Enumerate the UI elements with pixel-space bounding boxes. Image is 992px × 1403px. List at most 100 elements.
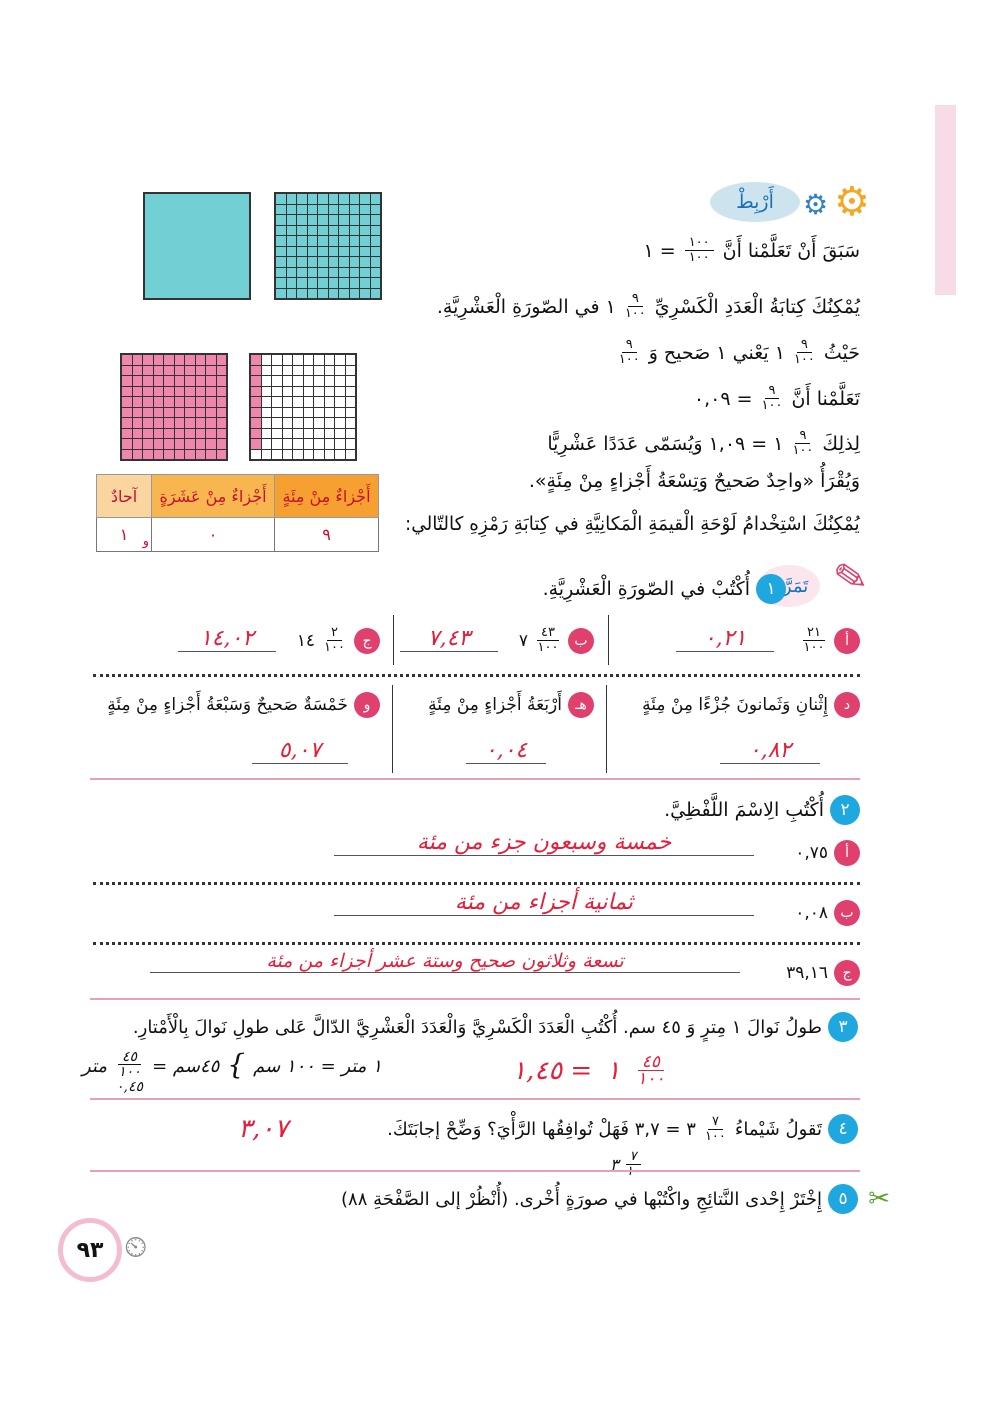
grid-cell bbox=[185, 397, 195, 407]
grid-cell bbox=[370, 246, 380, 256]
grid-cell bbox=[303, 449, 313, 459]
item-letter: هـ bbox=[568, 692, 594, 718]
grid-cell bbox=[349, 225, 359, 235]
grid-cell bbox=[339, 204, 349, 214]
text-segment: ١ يَعْني ١ صَحيح وَ bbox=[648, 341, 785, 364]
ex3-working: متر ٤٥ ١٠٠ ٠,٤٥ ٤٥سم = { ١ متر = ١٠٠ سم bbox=[82, 1050, 382, 1096]
grid-cell bbox=[153, 449, 163, 459]
grid-cell bbox=[324, 397, 334, 407]
text-segment: سَبَقَ أَنْ تَعَلَّمْنا أَنَّ bbox=[722, 239, 860, 262]
answer-field[interactable]: خمسة وسبعون جزء من مئة bbox=[334, 830, 754, 856]
grid-cell bbox=[153, 376, 163, 386]
grid-cell bbox=[339, 215, 349, 225]
denominator: ١٠٠ bbox=[803, 640, 825, 655]
grid-cell bbox=[335, 355, 345, 365]
answer-field[interactable]: ثمانية أجزاء من مئة bbox=[334, 890, 754, 916]
grid-cell bbox=[132, 449, 142, 459]
exercise-prompt: تَقولُ شَيْماءُ bbox=[734, 1118, 822, 1140]
work-unit: متر bbox=[82, 1056, 108, 1077]
grid-cell bbox=[324, 355, 334, 365]
exercise-item: د إِثْنانِ وَثَمانونَ جُزْءًا مِنْ مِئَةٍ bbox=[642, 692, 860, 718]
answer-field[interactable]: ٧,٤٣ bbox=[400, 626, 498, 652]
grid-cell bbox=[216, 397, 226, 407]
grid-cell bbox=[164, 386, 174, 396]
grid-cell bbox=[272, 428, 282, 438]
grid-cell bbox=[349, 194, 359, 204]
grid-cell bbox=[345, 386, 355, 396]
denominator: ١٠٠ bbox=[537, 640, 559, 655]
grid-cell bbox=[370, 194, 380, 204]
grid-cell bbox=[216, 386, 226, 396]
grid-cell bbox=[153, 428, 163, 438]
grid-cell bbox=[122, 439, 132, 449]
answer-field[interactable]: ٠,٠٤ bbox=[466, 738, 546, 764]
grid-cell bbox=[345, 397, 355, 407]
exercise-item: ب ٠,٠٨ bbox=[795, 900, 860, 926]
fraction: ٩ ١٠٠ bbox=[794, 338, 815, 367]
grid-cell bbox=[293, 439, 303, 449]
fraction: ٩ ١٠٠ bbox=[762, 384, 783, 413]
answer-field[interactable]: ٠,٢١ bbox=[676, 626, 774, 652]
exercise-item: و خَمْسَةٌ صَحيحٌ وَسَبْعَةُ أَجْزاءٍ مِن… bbox=[107, 692, 380, 718]
grid-cell bbox=[251, 407, 261, 417]
grid-cell bbox=[164, 428, 174, 438]
item-letter: د bbox=[834, 692, 860, 718]
grid-cell bbox=[339, 278, 349, 288]
grid-cell bbox=[195, 355, 205, 365]
grid-cell bbox=[360, 225, 370, 235]
grid-cell bbox=[195, 418, 205, 428]
grid-cell bbox=[195, 449, 205, 459]
grid-cell bbox=[293, 407, 303, 417]
text-segment: ١ = ١,٠٩ وَيُسَمّى عَدَدًا عَشْرِيًّا bbox=[547, 432, 784, 455]
grid-cell bbox=[132, 407, 142, 417]
item-value: ٣٩,١٦ bbox=[786, 963, 828, 983]
exercise-number: ٥ bbox=[828, 1184, 858, 1214]
item-text: إِثْنانِ وَثَمانونَ جُزْءًا مِنْ مِئَةٍ bbox=[642, 695, 828, 715]
grid-cell bbox=[303, 365, 313, 375]
numerator: ٢ bbox=[327, 626, 343, 641]
page-number: ٩٣ bbox=[58, 1218, 122, 1282]
fraction: ٤٣ ١٠٠ bbox=[537, 626, 559, 655]
grid-cell bbox=[174, 365, 184, 375]
grid-cell bbox=[360, 194, 370, 204]
work-line: ١ متر = ١٠٠ سم bbox=[253, 1056, 382, 1077]
grid-cell bbox=[276, 194, 286, 204]
item-value: ٠,٧٥ bbox=[795, 843, 828, 863]
grid-cell bbox=[286, 267, 296, 277]
grid-cell bbox=[174, 355, 184, 365]
text-segment: وَيُقْرَأُ «واحِدٌ صَحيحٌ وَتِسْعَةُ أَج… bbox=[528, 470, 860, 492]
grid-cell bbox=[303, 355, 313, 365]
connect-label: أَرْبِطْ bbox=[736, 191, 774, 213]
grid-cell bbox=[261, 397, 271, 407]
denominator: ١٠٠ bbox=[618, 352, 640, 367]
grid-cell bbox=[276, 215, 286, 225]
grid-cell bbox=[370, 257, 380, 267]
grid-cell bbox=[307, 215, 317, 225]
place-value-table: أَجْزاءٌ مِنْ مِئَةٍ أَجْزاءٌ مِنْ عَشَر… bbox=[96, 474, 379, 552]
item-letter: ب bbox=[568, 627, 594, 654]
grid-cell bbox=[307, 225, 317, 235]
grid-cell bbox=[314, 449, 324, 459]
answer-field[interactable]: ٠,٨٢ bbox=[720, 738, 820, 764]
grid-cell bbox=[164, 449, 174, 459]
grid-cell bbox=[297, 215, 307, 225]
answer-field[interactable]: ٥,٠٧ bbox=[252, 738, 348, 764]
grid-cell bbox=[297, 278, 307, 288]
grid-cell bbox=[216, 418, 226, 428]
grid-cell bbox=[272, 418, 282, 428]
grid-cell bbox=[216, 376, 226, 386]
grid-cell bbox=[328, 257, 338, 267]
grid-cell bbox=[335, 376, 345, 386]
grid-cell bbox=[143, 386, 153, 396]
answer-field[interactable]: ١٤,٠٢ bbox=[178, 626, 276, 652]
fraction: ٩ ١٠٠ bbox=[625, 292, 646, 321]
grid-cell bbox=[307, 194, 317, 204]
answer-field[interactable]: تسعة وثلاثون صحيح وستة عشر أجزاء من مئة bbox=[150, 950, 740, 973]
grid-cell bbox=[360, 246, 370, 256]
grid-cell bbox=[370, 204, 380, 214]
grid-cell bbox=[174, 376, 184, 386]
grid-cell bbox=[132, 439, 142, 449]
grid-cell bbox=[206, 376, 216, 386]
numerator: ٤٣ bbox=[537, 626, 559, 641]
ex3-answer: ١,٤٥ = ١ ٤٥ ١٠٠ bbox=[512, 1054, 668, 1088]
